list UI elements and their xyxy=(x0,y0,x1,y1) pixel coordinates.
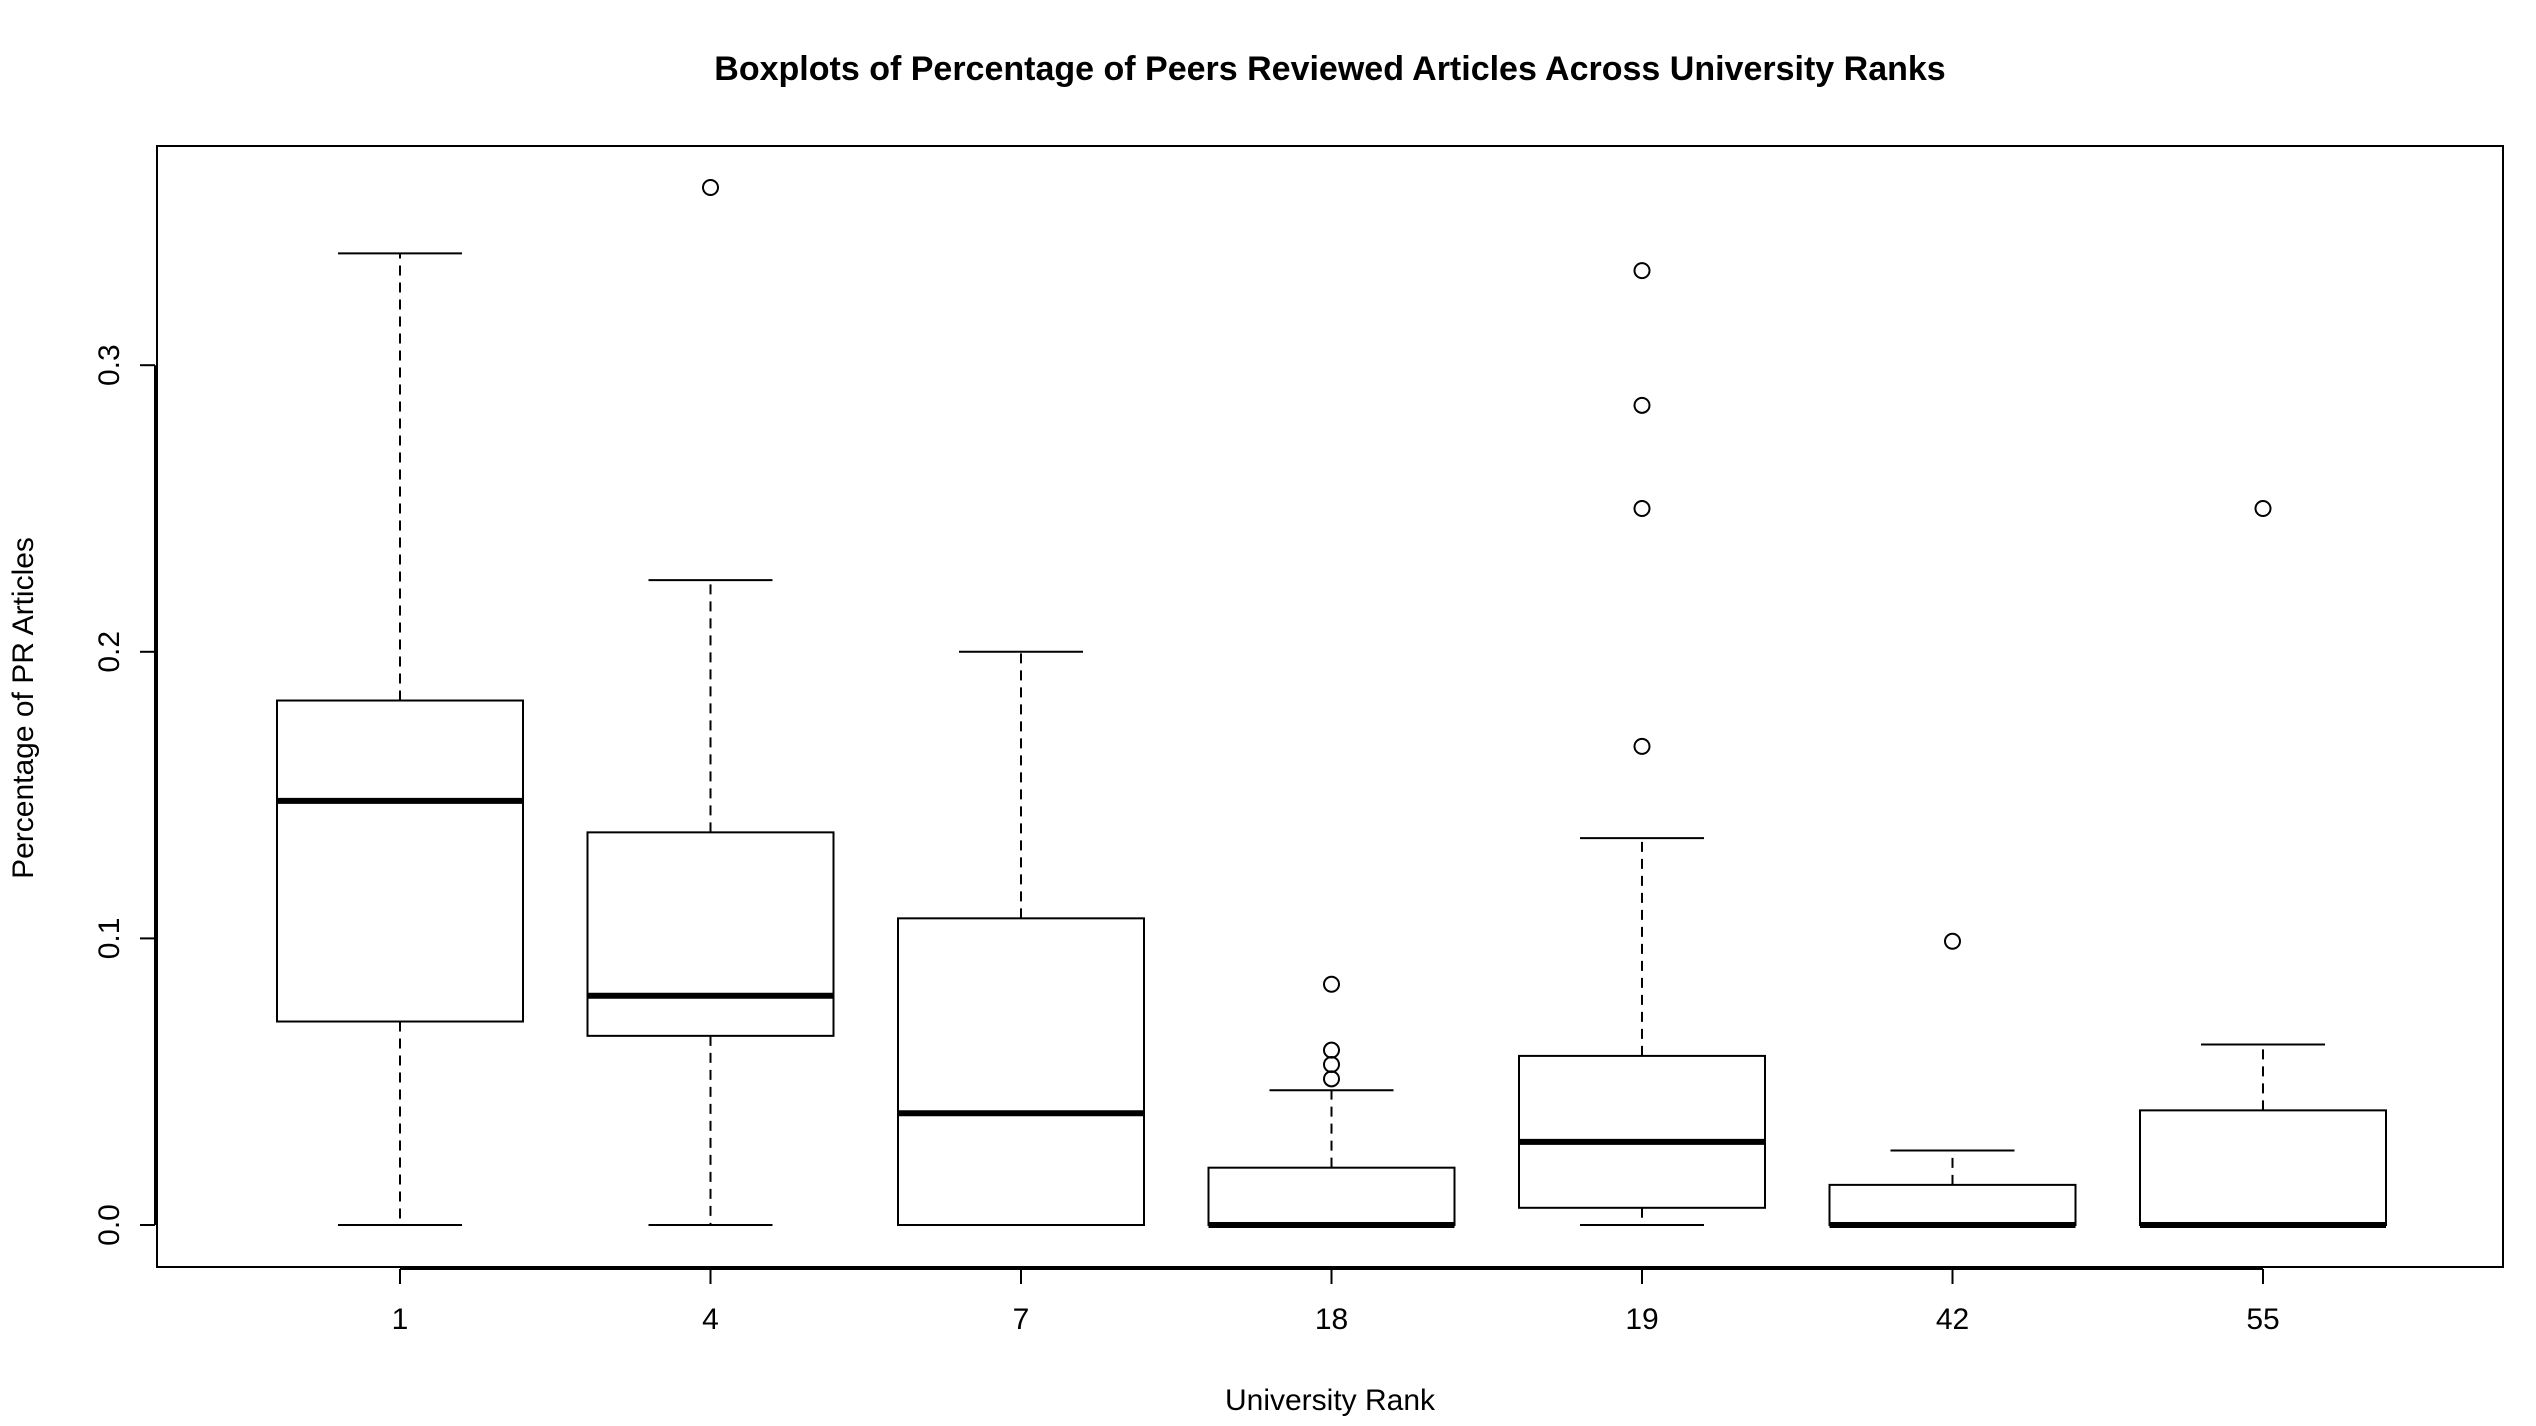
x-tick-label: 55 xyxy=(2246,1303,2279,1336)
x-tick-label: 7 xyxy=(1013,1303,1030,1336)
iqr-box xyxy=(1518,1054,1766,1209)
box-55 xyxy=(2139,500,2387,1228)
iqr-box xyxy=(1207,1166,1456,1227)
box-18 xyxy=(1207,975,1456,1228)
x-axis: 1 4 7 18 19 42 55 xyxy=(392,1268,2280,1336)
outlier-point xyxy=(1633,396,1651,414)
iqr-box xyxy=(1828,1183,2077,1226)
outlier-point xyxy=(1633,262,1651,280)
x-tick-label: 1 xyxy=(392,1303,409,1336)
outlier-point xyxy=(1323,975,1340,993)
outlier-point xyxy=(702,179,719,197)
outlier-point xyxy=(1323,1041,1340,1059)
outlier-point xyxy=(2254,500,2272,517)
x-tick-label: 18 xyxy=(1315,1303,1348,1336)
box-42 xyxy=(1828,932,2077,1228)
outlier-point xyxy=(1323,1070,1340,1088)
box-1 xyxy=(276,252,524,1226)
boxplot-series xyxy=(276,179,2387,1228)
x-tick-label: 19 xyxy=(1625,1303,1658,1336)
box-19 xyxy=(1518,262,1766,1226)
y-axis: 0.0 0.1 0.2 0.3 xyxy=(93,344,156,1246)
y-tick-label: 0.1 xyxy=(93,918,126,960)
plot-frame xyxy=(156,145,2504,1268)
box-4 xyxy=(586,179,835,1226)
chart-title: Boxplots of Percentage of Peers Reviewed… xyxy=(714,50,1945,88)
y-axis-label: Percentage of PR Articles xyxy=(7,537,40,879)
iqr-box xyxy=(276,699,524,1023)
box-7 xyxy=(897,650,1145,1226)
y-tick-label: 0.0 xyxy=(93,1204,126,1246)
iqr-box xyxy=(897,917,1145,1226)
outlier-point xyxy=(1944,932,1961,950)
outlier-point xyxy=(1633,500,1651,517)
x-axis-label: University Rank xyxy=(1225,1384,1436,1417)
outlier-point xyxy=(1633,737,1651,755)
y-tick-label: 0.2 xyxy=(93,631,126,673)
x-tick-label: 42 xyxy=(1936,1303,1969,1336)
iqr-box xyxy=(2139,1109,2387,1226)
x-tick-label: 4 xyxy=(702,1303,719,1336)
y-tick-label: 0.3 xyxy=(93,344,126,386)
outlier-point xyxy=(1323,1056,1340,1074)
iqr-box xyxy=(586,831,835,1037)
